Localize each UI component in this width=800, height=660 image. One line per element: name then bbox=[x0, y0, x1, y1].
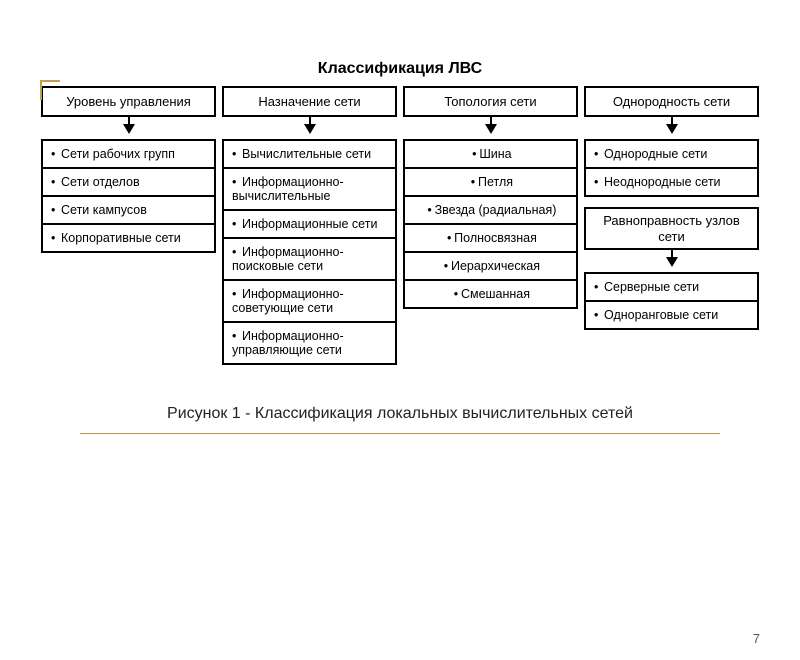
item-label: Информационно-управляющие сети bbox=[232, 329, 344, 357]
item-label: Сети рабочих групп bbox=[61, 147, 175, 161]
item-label: Информационно-поисковые сети bbox=[232, 245, 344, 273]
list-item: •Одноранговые сети bbox=[584, 302, 759, 330]
diagram-title: Классификация ЛВС bbox=[0, 60, 800, 78]
list-item: •Неоднородные сети bbox=[584, 169, 759, 197]
item-label: Петля bbox=[478, 175, 513, 189]
list-item: •Петля bbox=[403, 169, 578, 197]
header-purpose: Назначение сети bbox=[222, 86, 397, 117]
divider bbox=[80, 433, 720, 434]
item-label: Шина bbox=[479, 147, 511, 161]
list-item: •Смешанная bbox=[403, 281, 578, 309]
list-item: •Сети отделов bbox=[41, 169, 216, 197]
classification-diagram: Уровень управления •Сети рабочих групп •… bbox=[0, 86, 800, 365]
list-item: •Серверные сети bbox=[584, 272, 759, 302]
list-item: •Информационные сети bbox=[222, 211, 397, 239]
item-label: Серверные сети bbox=[604, 280, 699, 294]
item-label: Информационные сети bbox=[242, 217, 377, 231]
item-label: Неоднородные сети bbox=[604, 175, 721, 189]
figure-caption: Рисунок 1 - Классификация локальных вычи… bbox=[0, 405, 800, 423]
header-management: Уровень управления bbox=[41, 86, 216, 117]
column-homogeneity: Однородность сети •Однородные сети •Неод… bbox=[584, 86, 759, 365]
list-item: •Информационно-советующие сети bbox=[222, 281, 397, 323]
list-item: •Однородные сети bbox=[584, 139, 759, 169]
column-management-level: Уровень управления •Сети рабочих групп •… bbox=[41, 86, 216, 365]
list-item: •Полносвязная bbox=[403, 225, 578, 253]
list-item: •Вычислительные сети bbox=[222, 139, 397, 169]
header-topology: Топология сети bbox=[403, 86, 578, 117]
item-label: Сети кампусов bbox=[61, 203, 147, 217]
sub-header-equality: Равноправность узлов сети bbox=[584, 207, 759, 250]
list-item: •Звезда (радиальная) bbox=[403, 197, 578, 225]
page-number: 7 bbox=[753, 631, 760, 646]
item-label: Одноранговые сети bbox=[604, 308, 718, 322]
list-item: •Шина bbox=[403, 139, 578, 169]
item-label: Иерархическая bbox=[451, 259, 540, 273]
header-homogeneity: Однородность сети bbox=[584, 86, 759, 117]
item-label: Информационно-вычислительные bbox=[232, 175, 344, 203]
item-label: Вычислительные сети bbox=[242, 147, 371, 161]
corner-decoration bbox=[40, 80, 60, 100]
item-label: Полносвязная bbox=[454, 231, 537, 245]
list-item: •Сети рабочих групп bbox=[41, 139, 216, 169]
list-item: •Корпоративные сети bbox=[41, 225, 216, 253]
column-topology: Топология сети •Шина •Петля •Звезда (рад… bbox=[403, 86, 578, 365]
item-label: Смешанная bbox=[461, 287, 530, 301]
column-purpose: Назначение сети •Вычислительные сети •Ин… bbox=[222, 86, 397, 365]
item-label: Сети отделов bbox=[61, 175, 140, 189]
list-item: •Информационно-управляющие сети bbox=[222, 323, 397, 365]
item-label: Информационно-советующие сети bbox=[232, 287, 344, 315]
item-label: Звезда (радиальная) bbox=[435, 203, 557, 217]
list-item: •Иерархическая bbox=[403, 253, 578, 281]
item-label: Однородные сети bbox=[604, 147, 707, 161]
list-item: •Информационно-вычислительные bbox=[222, 169, 397, 211]
list-item: •Информационно-поисковые сети bbox=[222, 239, 397, 281]
list-item: •Сети кампусов bbox=[41, 197, 216, 225]
item-label: Корпоративные сети bbox=[61, 231, 181, 245]
